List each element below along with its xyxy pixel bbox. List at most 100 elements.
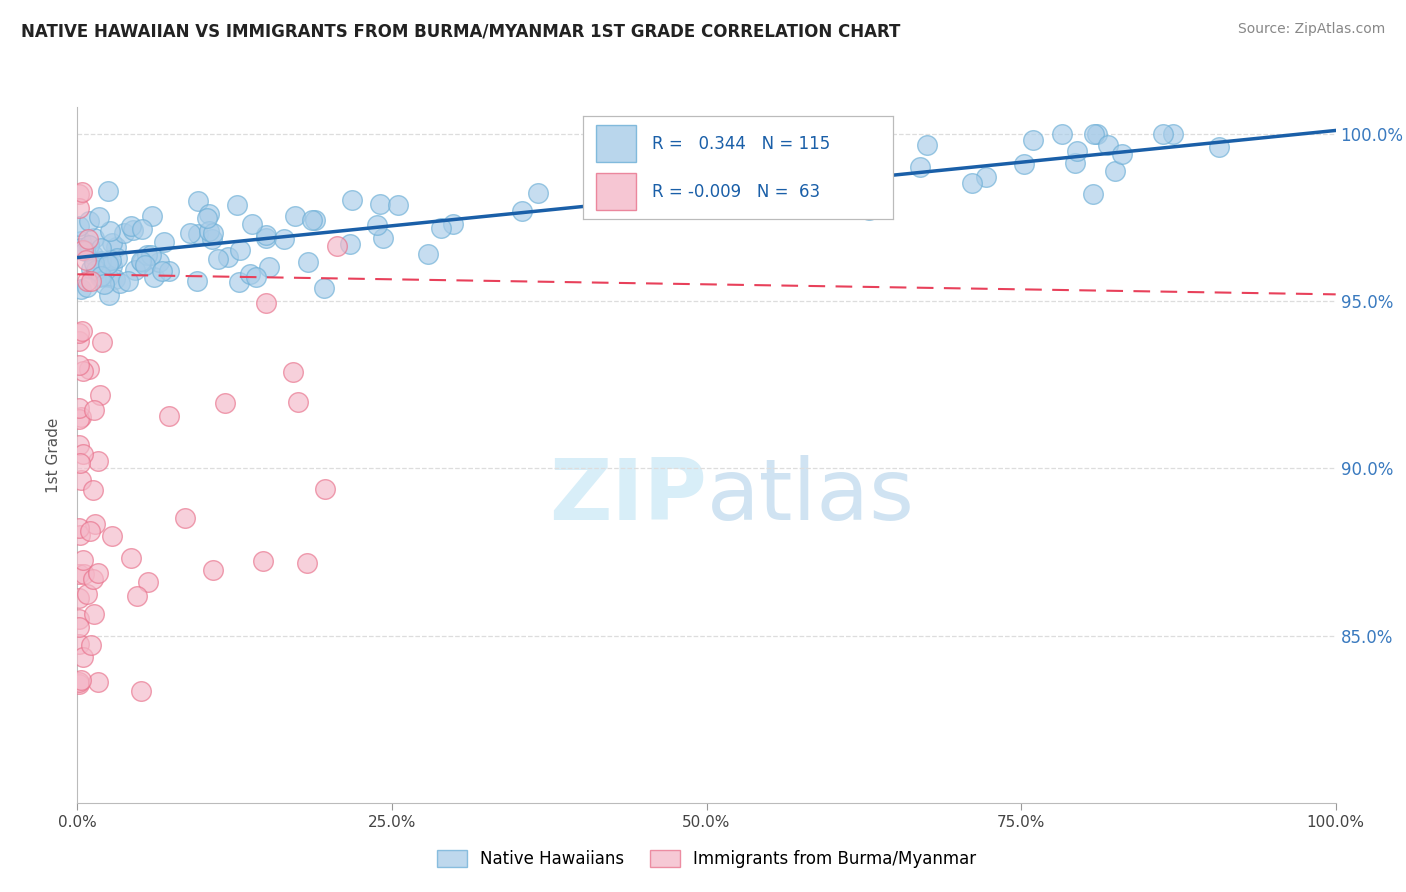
Point <box>83 516 105 531</box>
Point <box>441 217 464 231</box>
Y-axis label: 1st Grade: 1st Grade <box>46 417 62 492</box>
Point <box>1083 127 1105 141</box>
Point <box>150 264 173 278</box>
Point <box>136 575 159 590</box>
Point <box>108 276 131 290</box>
Point <box>1063 156 1085 170</box>
Point <box>70 185 93 199</box>
Point <box>69 282 91 296</box>
Point <box>97 184 120 198</box>
FancyBboxPatch shape <box>596 125 636 162</box>
Point <box>120 550 142 565</box>
Point <box>1050 127 1073 141</box>
Text: NATIVE HAWAIIAN VS IMMIGRANTS FROM BURMA/MYANMAR 1ST GRADE CORRELATION CHART: NATIVE HAWAIIAN VS IMMIGRANTS FROM BURMA… <box>21 22 900 40</box>
Point <box>82 248 104 262</box>
Point <box>1104 163 1126 178</box>
Point <box>430 221 453 235</box>
Point <box>242 217 264 231</box>
Point <box>340 193 363 207</box>
Point <box>72 447 94 461</box>
Point <box>101 259 124 273</box>
Point <box>1208 139 1230 153</box>
Text: R =   0.344   N = 115: R = 0.344 N = 115 <box>651 135 830 153</box>
Point <box>105 240 128 254</box>
Point <box>751 189 773 203</box>
Point <box>80 638 103 652</box>
Point <box>67 412 90 426</box>
Point <box>98 288 121 302</box>
Point <box>387 197 409 211</box>
Point <box>201 563 224 577</box>
Point <box>72 552 94 566</box>
Point <box>297 556 319 570</box>
Point <box>67 677 90 691</box>
Point <box>96 256 118 270</box>
Point <box>93 277 115 292</box>
Point <box>214 396 236 410</box>
Point <box>67 219 90 233</box>
Point <box>960 176 983 190</box>
Point <box>141 209 163 223</box>
Point <box>198 207 221 221</box>
Point <box>187 227 209 241</box>
Point <box>201 232 224 246</box>
Point <box>259 260 281 274</box>
Point <box>695 188 717 202</box>
Point <box>139 248 162 262</box>
Point <box>117 274 139 288</box>
Text: R = -0.009   N =  63: R = -0.009 N = 63 <box>651 183 820 201</box>
Point <box>87 674 110 689</box>
Point <box>67 520 90 534</box>
Point <box>67 674 90 689</box>
Point <box>1097 137 1119 152</box>
Point <box>134 259 156 273</box>
Point <box>339 236 361 251</box>
Point <box>416 247 439 261</box>
Point <box>195 211 218 225</box>
Point <box>76 586 98 600</box>
Point <box>79 262 101 277</box>
Point <box>76 274 98 288</box>
Point <box>90 268 112 283</box>
Point <box>1085 127 1108 141</box>
Point <box>75 253 97 268</box>
Point <box>89 210 111 224</box>
Point <box>239 268 262 282</box>
Point <box>297 255 319 269</box>
Point <box>67 334 90 348</box>
Point <box>758 144 780 158</box>
Point <box>202 226 225 240</box>
Point <box>366 218 388 232</box>
Point <box>775 173 797 187</box>
FancyBboxPatch shape <box>596 173 636 211</box>
Point <box>1152 127 1174 141</box>
Point <box>79 238 101 252</box>
Point <box>73 244 96 259</box>
Point <box>83 231 105 245</box>
Point <box>510 203 533 218</box>
Point <box>122 223 145 237</box>
Point <box>129 254 152 268</box>
Point <box>70 241 93 255</box>
Point <box>101 235 124 250</box>
Point <box>73 566 96 581</box>
Point <box>304 213 326 227</box>
Point <box>69 456 91 470</box>
Point <box>100 529 122 543</box>
Point <box>187 194 209 208</box>
Point <box>67 358 90 372</box>
Point <box>79 524 101 539</box>
Point <box>70 473 93 487</box>
Point <box>105 251 128 265</box>
Point <box>67 612 90 626</box>
Point <box>245 270 267 285</box>
Point <box>82 572 104 586</box>
Point <box>217 250 239 264</box>
Point <box>83 607 105 622</box>
Point <box>83 403 105 417</box>
Point <box>72 363 94 377</box>
Point <box>89 388 111 402</box>
Point <box>179 226 201 240</box>
Point <box>67 620 90 634</box>
Point <box>186 274 208 288</box>
